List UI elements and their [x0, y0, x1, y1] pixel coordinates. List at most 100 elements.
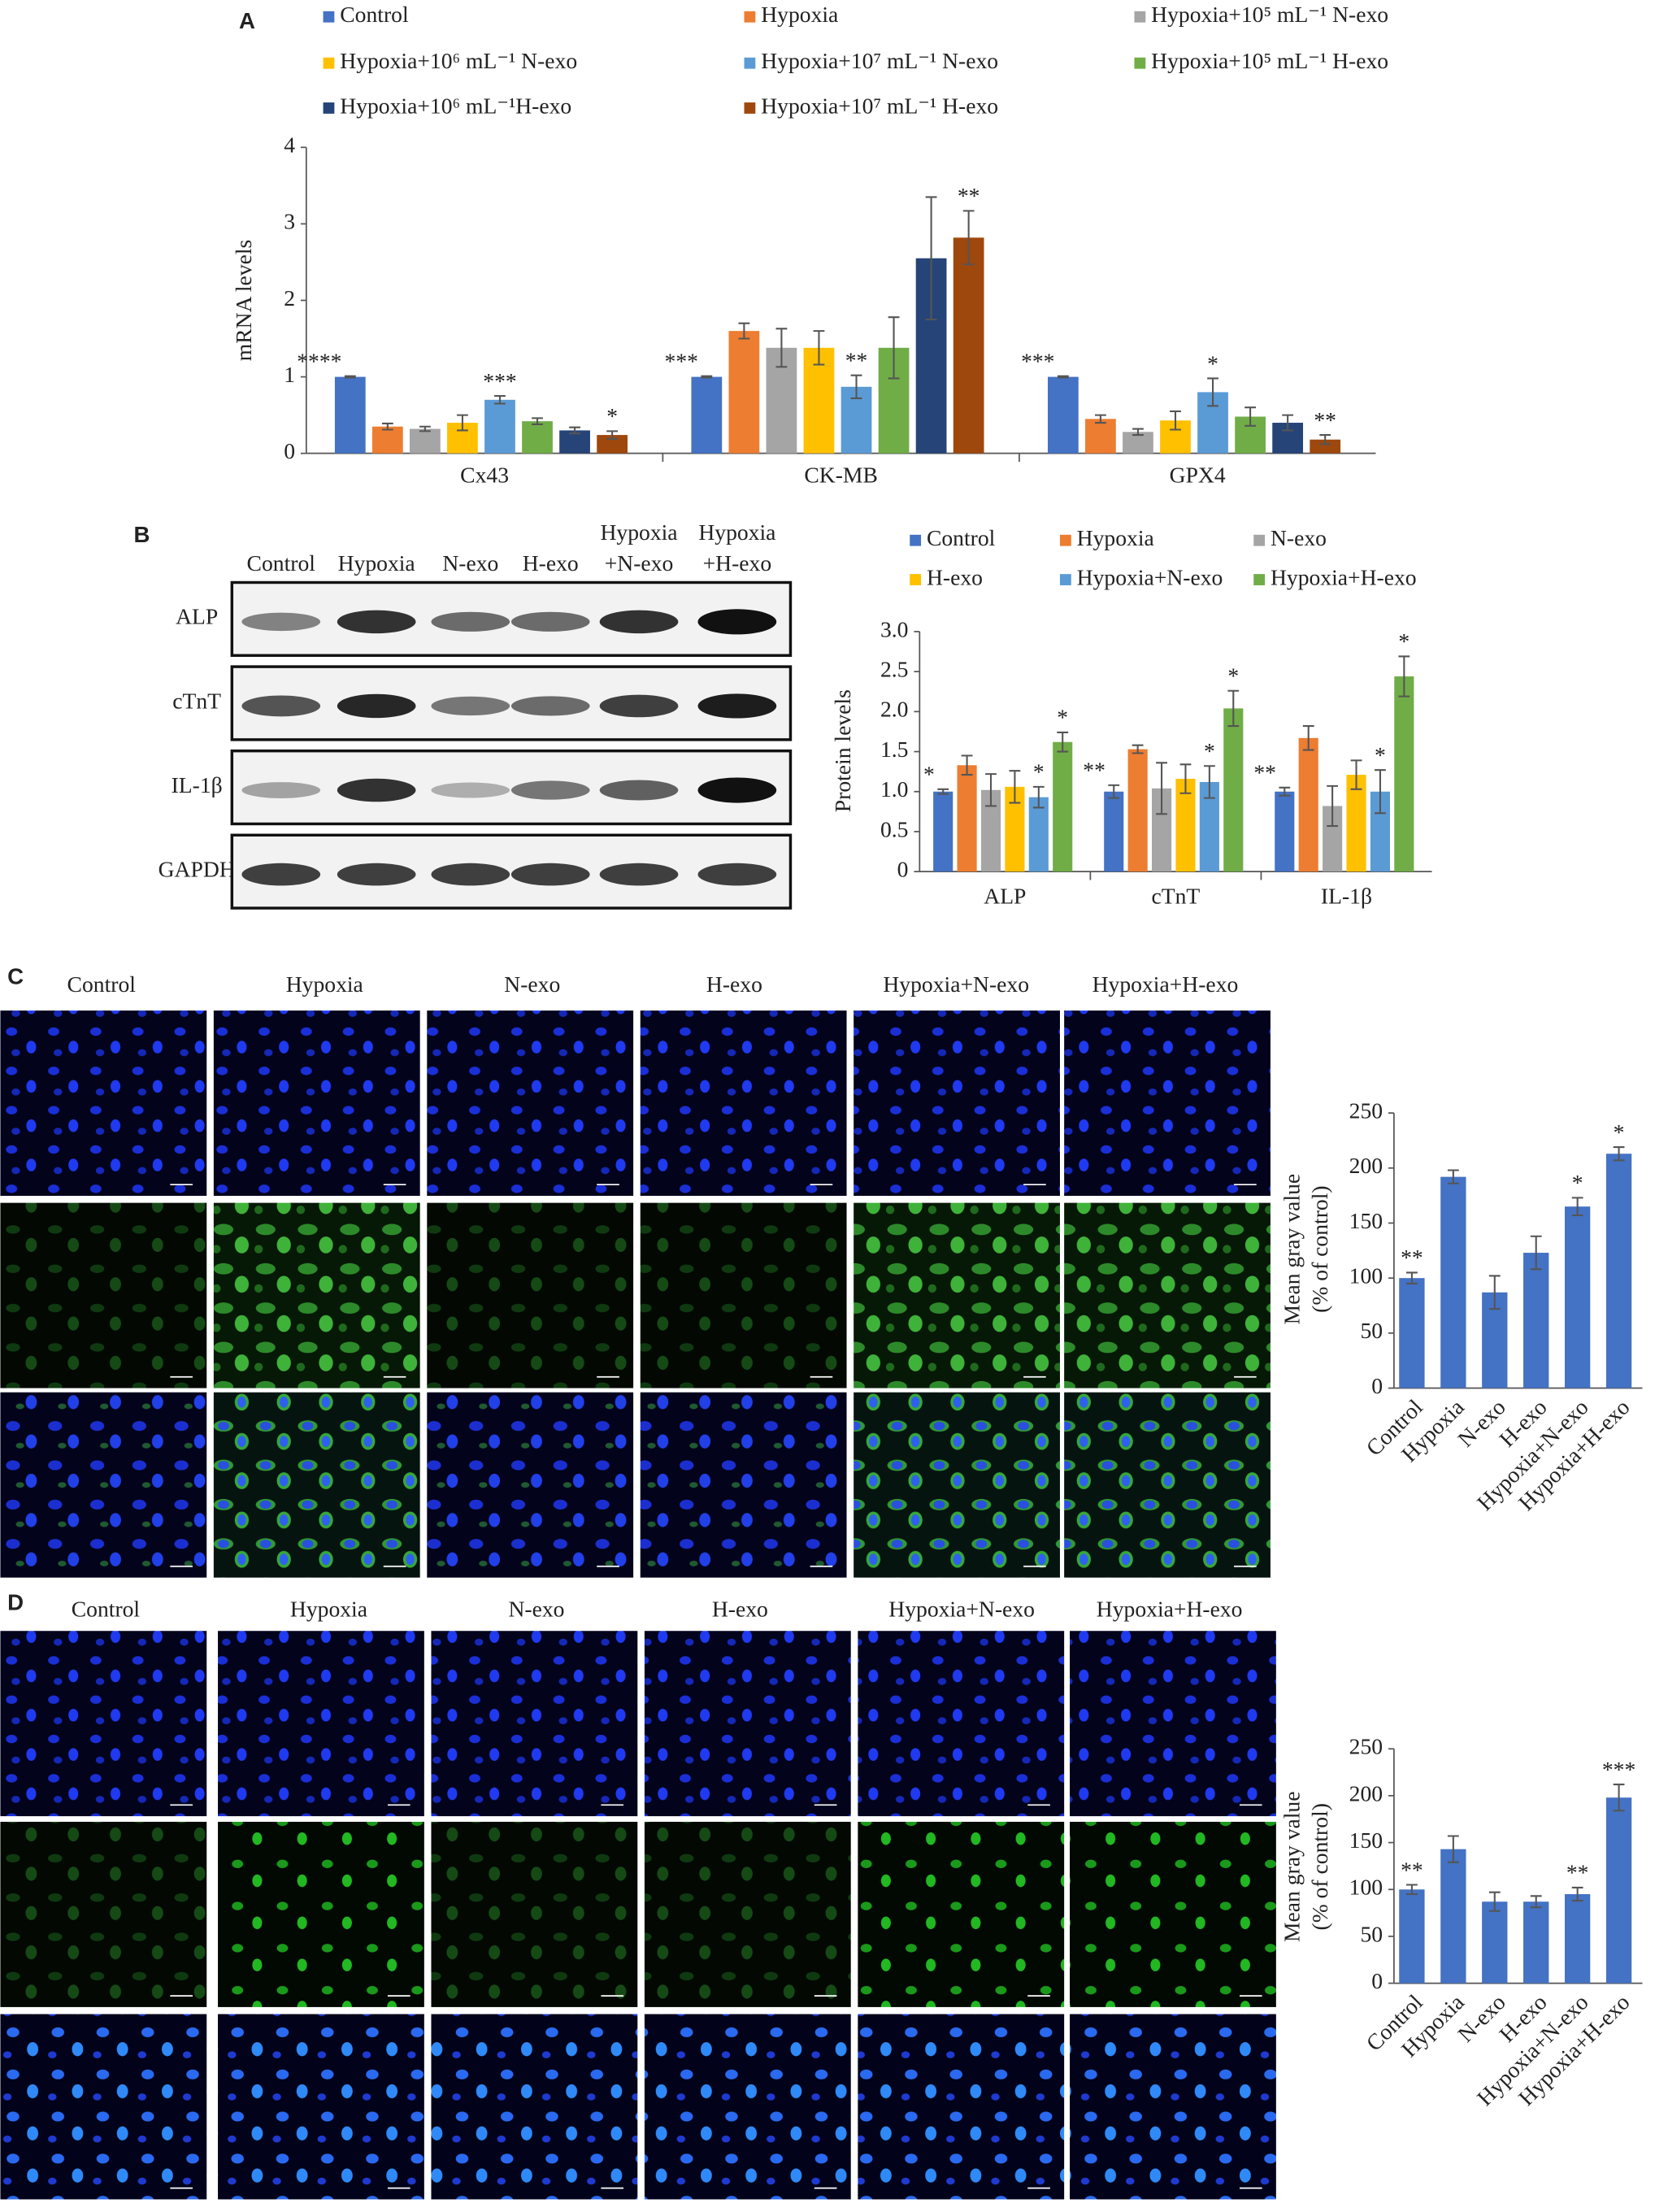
- blot-column-label: N-exo: [442, 550, 498, 576]
- error-bar: [1203, 765, 1215, 799]
- error-bar: [1227, 689, 1240, 728]
- y-tick-label: 150: [1349, 1827, 1383, 1853]
- legend-label: Hypoxia+10⁵ mL⁻¹ N-exo: [1151, 2, 1388, 27]
- micrograph: [213, 1010, 420, 1196]
- blot-column-label: +H-exo: [703, 550, 772, 576]
- y-tick-label: 250: [1349, 1734, 1383, 1759]
- y-tick-label: 0: [1371, 1373, 1383, 1398]
- blot-row-label: cTnT: [172, 688, 221, 713]
- bar: [1523, 1901, 1549, 1984]
- bar: [1394, 676, 1414, 872]
- legend-swatch: [1253, 534, 1266, 546]
- blot-band: [510, 696, 590, 716]
- blot-band: [697, 693, 777, 719]
- significance: *: [1614, 1119, 1625, 1145]
- y-tick-label: 0: [284, 438, 295, 463]
- error-bar: [1398, 655, 1410, 697]
- error-bar: [419, 425, 431, 432]
- bar: [1085, 419, 1116, 454]
- blot-band: [431, 863, 510, 886]
- image-column-label: H-exo: [706, 971, 762, 997]
- legend-label: Hypoxia+10⁶ mL⁻¹H-exo: [340, 93, 571, 118]
- legend-swatch: [323, 11, 335, 23]
- error-bar: [888, 316, 900, 380]
- micrograph: [1070, 1631, 1276, 1817]
- micrograph: [644, 1822, 851, 2007]
- bar: [1346, 775, 1366, 872]
- bar: [1310, 439, 1341, 454]
- legend-swatch: [1253, 574, 1266, 585]
- y-tick-label: 100: [1349, 1875, 1383, 1900]
- micrograph: [1064, 1010, 1271, 1196]
- legend-label: Hypoxia+N-exo: [1077, 564, 1223, 589]
- significance: **: [1253, 760, 1276, 785]
- legend-swatch: [1134, 57, 1146, 69]
- blot-row-label: ALP: [176, 604, 218, 629]
- y-tick-label: 1.5: [880, 737, 909, 762]
- significance: *: [1057, 705, 1068, 730]
- x-tick-label: Cx43: [460, 462, 509, 487]
- error-bar: [1530, 1235, 1542, 1271]
- significance: **: [1314, 407, 1336, 432]
- error-bar: [701, 375, 713, 379]
- panel-label: C: [7, 964, 24, 989]
- error-bar: [532, 417, 543, 425]
- legend-swatch: [323, 57, 335, 69]
- y-tick-label: 2.0: [880, 697, 909, 722]
- bar: [1605, 1797, 1632, 1984]
- significance: *: [1398, 628, 1410, 654]
- bar: [728, 331, 760, 454]
- blot-band: [599, 863, 679, 886]
- micrograph: [1070, 2014, 1276, 2200]
- legend-swatch: [1059, 574, 1071, 585]
- blot-row-label: GAPDH: [159, 857, 236, 882]
- error-bar: [961, 754, 973, 776]
- error-bar: [813, 330, 825, 366]
- y-axis-label: Mean gray value: [1279, 1792, 1305, 1943]
- micrograph: [427, 1392, 634, 1578]
- bar: [1053, 741, 1073, 872]
- image-column-label: Hypoxia: [290, 1596, 367, 1621]
- bar: [597, 435, 628, 454]
- micrograph: [854, 1392, 1060, 1578]
- legend-label: H-exo: [927, 564, 983, 589]
- y-tick-label: 150: [1349, 1208, 1383, 1233]
- y-axis-label: Protein levels: [830, 689, 855, 812]
- error-bar: [1327, 784, 1339, 828]
- blot-band: [241, 612, 321, 632]
- y-tick-label: 3: [284, 209, 295, 234]
- error-bar: [1207, 377, 1218, 407]
- legend-label: N-exo: [1271, 525, 1327, 550]
- blot-band: [599, 780, 679, 801]
- y-tick-label: 2: [284, 285, 295, 311]
- error-bar: [1032, 785, 1045, 809]
- y-tick-label: 4: [284, 133, 295, 158]
- blot-band: [337, 610, 416, 634]
- bar: [371, 426, 403, 454]
- significance: *: [923, 762, 935, 787]
- panel-label: A: [239, 8, 255, 33]
- y-tick-label: 100: [1349, 1263, 1383, 1289]
- micrograph: [431, 1822, 638, 2007]
- y-tick-label: 50: [1360, 1921, 1383, 1946]
- significance: *: [1207, 350, 1218, 376]
- blot-band: [337, 863, 416, 886]
- legend-label: Control: [340, 2, 409, 27]
- legend-swatch: [744, 102, 756, 114]
- blot-band: [510, 780, 590, 800]
- micrograph: [644, 2014, 851, 2200]
- error-bar: [1406, 1271, 1418, 1284]
- error-bar: [606, 430, 619, 440]
- error-bar: [494, 395, 506, 405]
- image-column-label: Control: [67, 971, 137, 997]
- bar: [1275, 791, 1295, 872]
- legend-label: Hypoxia+10⁷ mL⁻¹ H-exo: [761, 93, 998, 118]
- blot-band: [241, 863, 321, 886]
- micrograph: [0, 1631, 207, 1817]
- error-bar: [738, 322, 750, 340]
- legend-swatch: [744, 11, 756, 23]
- micrograph: [431, 2014, 638, 2200]
- significance: ****: [297, 348, 341, 373]
- image-column-label: N-exo: [508, 1596, 564, 1621]
